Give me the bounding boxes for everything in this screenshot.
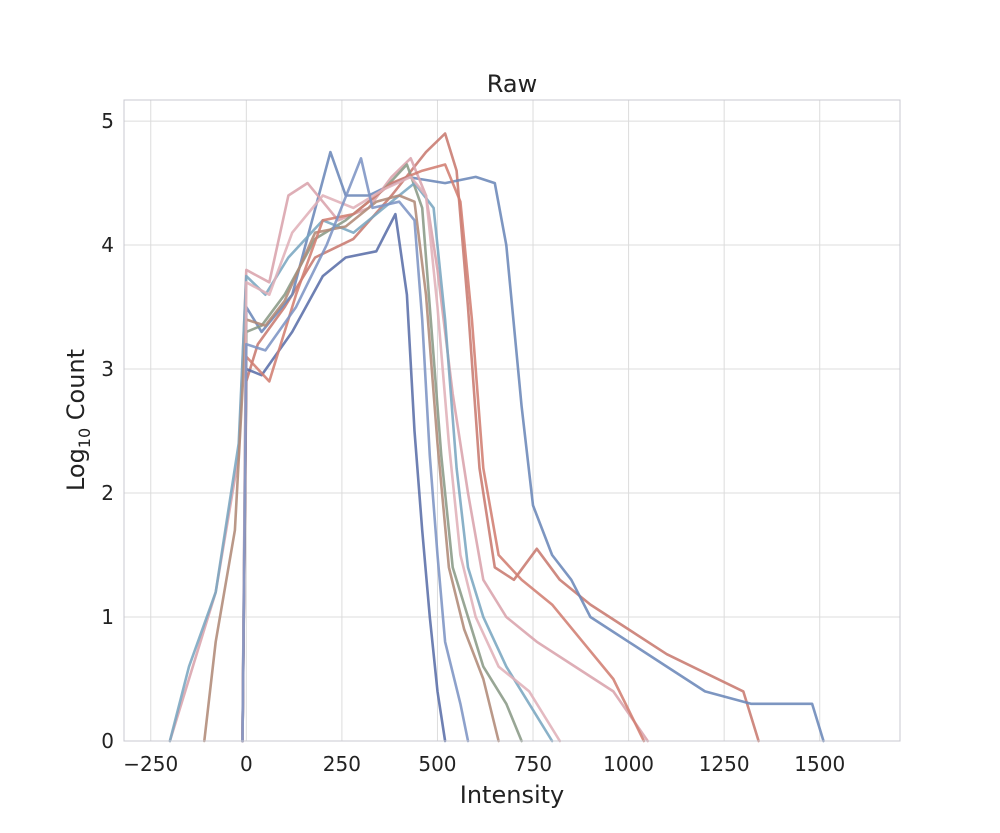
y-axis-label-main: Log [62, 448, 90, 491]
y-tick-label: 5 [101, 109, 114, 133]
y-tick-labels: 0 1 2 3 4 5 [101, 109, 114, 753]
series-line-7 [203, 194, 500, 743]
series-line-3 [168, 157, 649, 743]
y-axis-label: Log10 Count [62, 349, 94, 491]
series-line-10 [241, 157, 470, 743]
x-tick-label: 0 [240, 752, 253, 776]
series-line-6 [241, 212, 447, 743]
x-tick-label: 1500 [794, 752, 845, 776]
y-tick-label: 0 [101, 729, 114, 753]
series-line-2 [241, 150, 825, 743]
series-line-8 [241, 163, 646, 743]
x-tick-label: 750 [514, 752, 552, 776]
x-tick-label: 1000 [603, 752, 654, 776]
y-axis-label-rest: Count [62, 349, 90, 428]
plot-frame [123, 99, 901, 742]
y-tick-label: 1 [101, 605, 114, 629]
x-tick-label: 1250 [699, 752, 750, 776]
grid-lines [124, 100, 900, 742]
y-tick-label: 3 [101, 357, 114, 381]
x-tick-label: −250 [123, 752, 178, 776]
x-tick-label: 250 [323, 752, 361, 776]
series-line-9 [241, 175, 562, 743]
series-lines [168, 132, 825, 743]
y-tick-label: 4 [101, 233, 114, 257]
y-axis-label-subscript: 10 [75, 428, 94, 448]
x-axis-label: Intensity [460, 781, 564, 809]
y-tick-label: 2 [101, 481, 114, 505]
x-tick-labels: −250 0 250 500 750 1000 1250 1500 [123, 752, 845, 776]
x-tick-label: 500 [418, 752, 456, 776]
series-line-4 [241, 163, 523, 743]
chart-title: Raw [487, 70, 537, 98]
